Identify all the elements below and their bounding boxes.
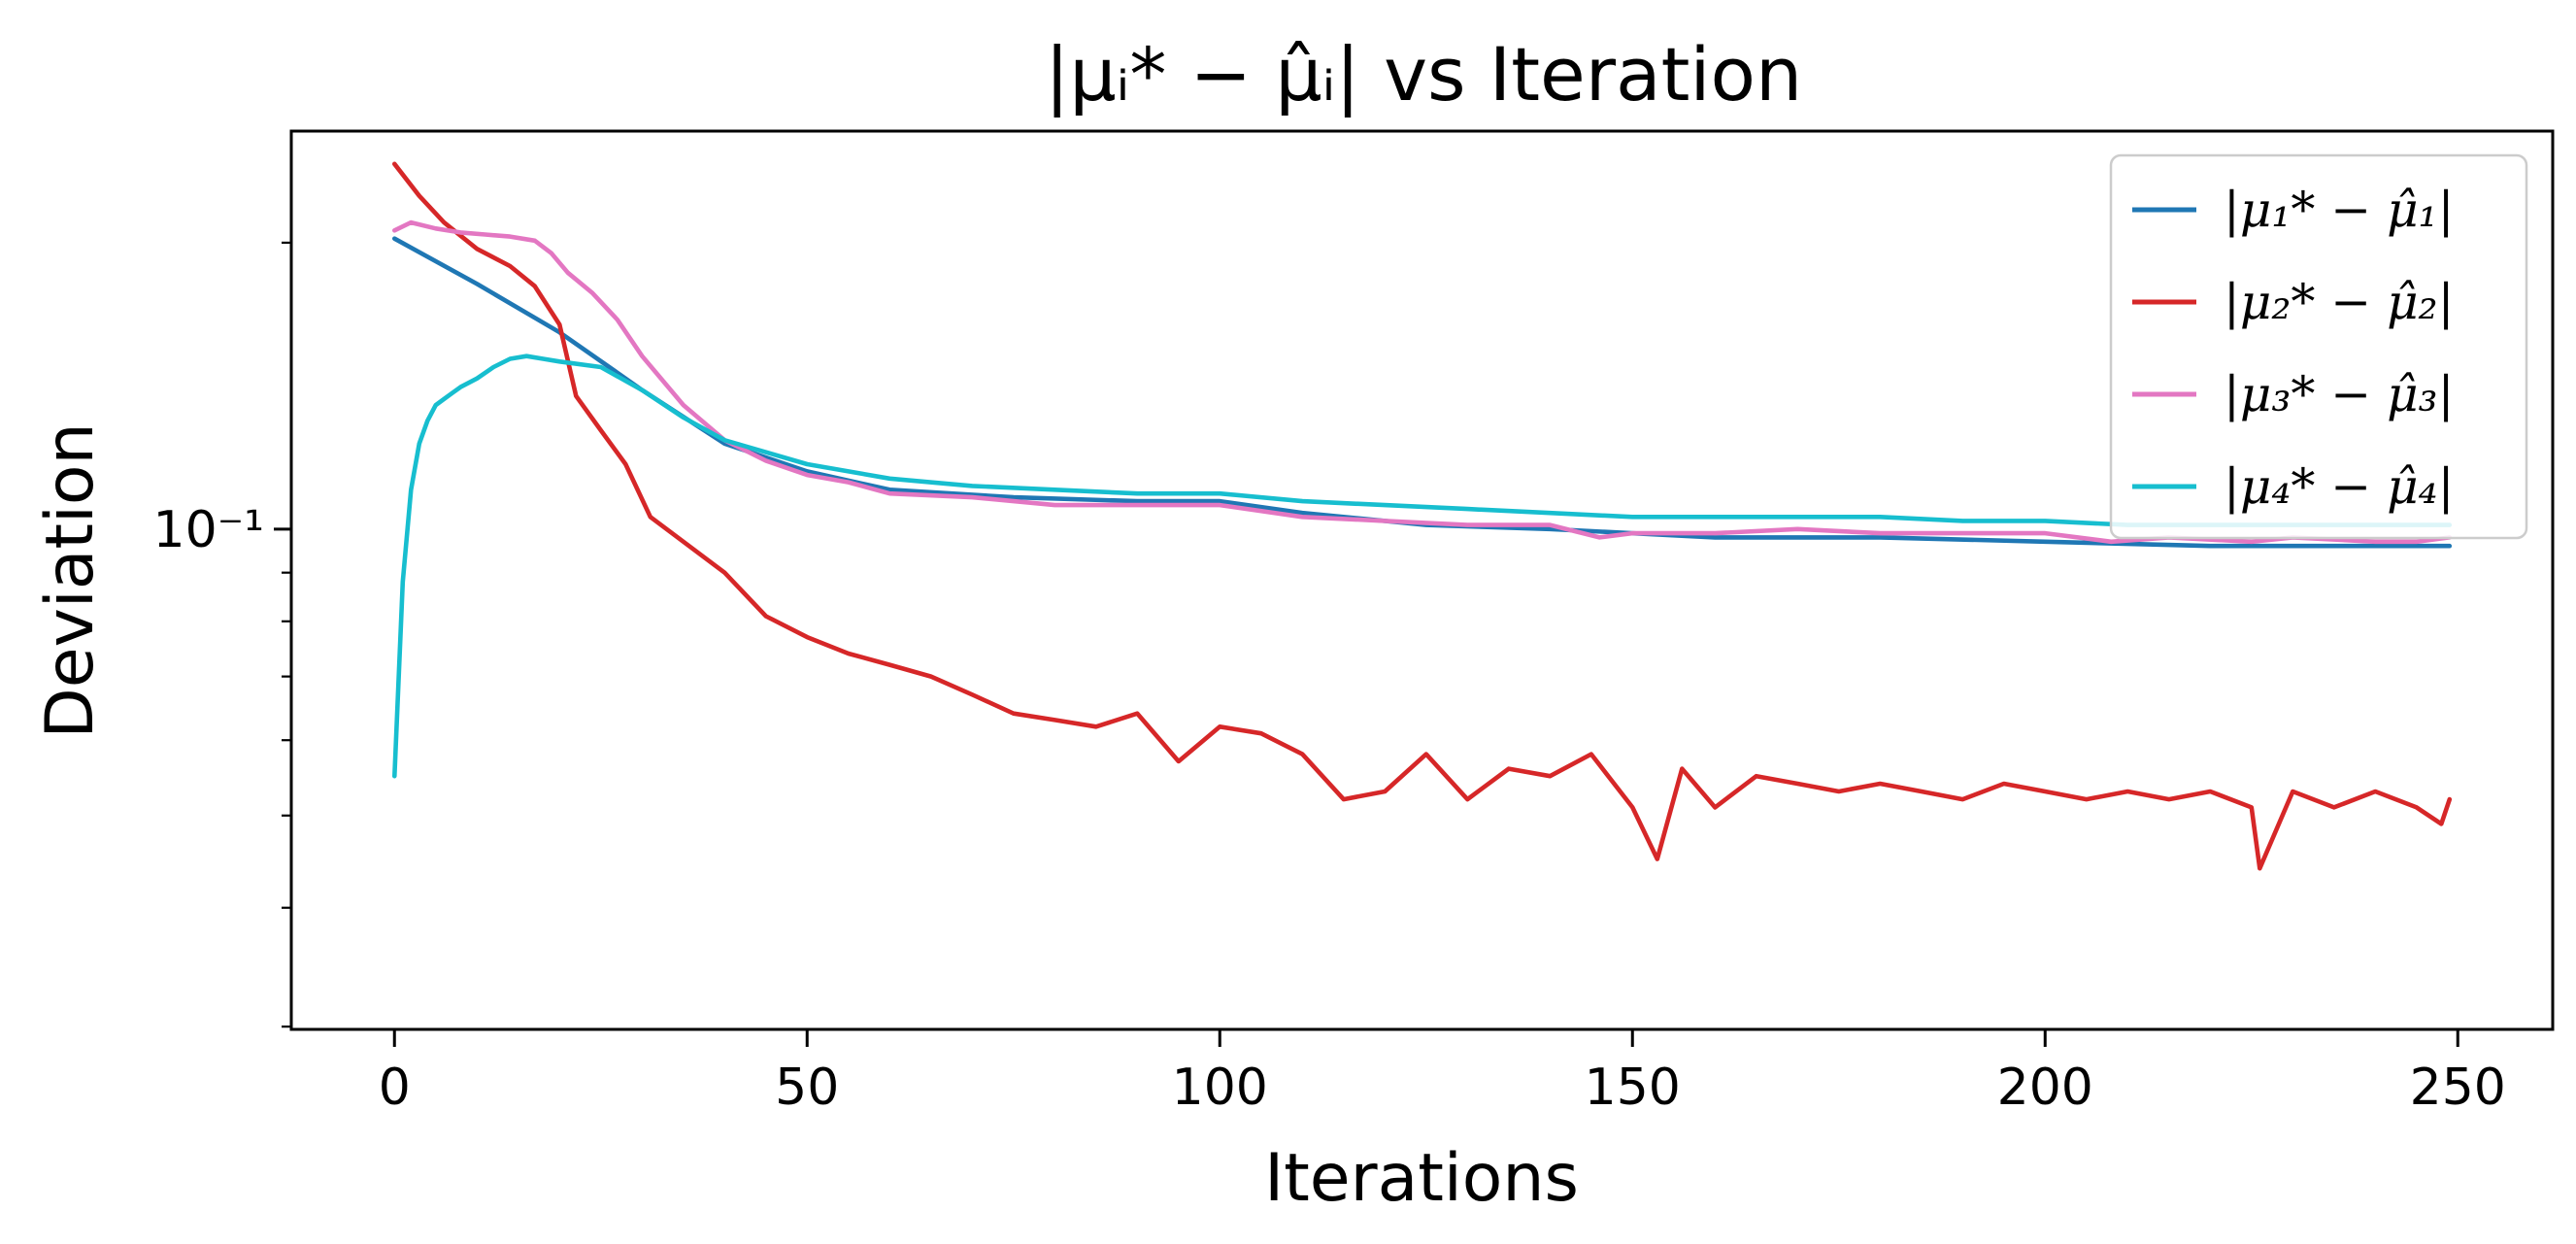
series-layer: [391, 161, 2453, 871]
chart-title: |μᵢ* − μ̂ᵢ| vs Iteration: [1045, 31, 1802, 118]
series-line-4: [391, 353, 2453, 779]
legend-label-3: |μ₃* − μ̂₃|: [2224, 366, 2454, 422]
series-line-3: [391, 219, 2453, 545]
x-tick-label: 150: [1585, 1059, 1681, 1117]
legend-label-1: |μ₁* − μ̂₁|: [2224, 182, 2454, 238]
legend: |μ₁* − μ̂₁| |μ₂* − μ̂₂| |μ₃* − μ̂₃| |μ₄* − …: [2109, 153, 2528, 540]
x-tick-label: 50: [775, 1059, 839, 1117]
series-line-2: [391, 161, 2453, 871]
plot-frame: [289, 129, 2555, 1031]
plot-area: [289, 129, 2555, 1031]
x-tick-label: 200: [1997, 1059, 2093, 1117]
legend-frame: [2109, 153, 2528, 540]
y-axis-label: Deviation: [32, 422, 109, 738]
legend-label-4: |μ₄* − μ̂₄|: [2224, 458, 2454, 515]
y-tick-label: 10⁻¹: [153, 501, 264, 559]
x-tick-label: 100: [1172, 1059, 1268, 1117]
y-axis-ticks: 10⁻¹: [153, 241, 291, 1028]
x-tick-label: 0: [379, 1059, 411, 1117]
x-axis-label: Iterations: [1264, 1140, 1579, 1217]
legend-label-2: |μ₂* − μ̂₂|: [2224, 274, 2454, 330]
x-axis-ticks: 0 50 100 150 200 250: [379, 1029, 2506, 1117]
x-tick-label: 250: [2410, 1059, 2506, 1117]
